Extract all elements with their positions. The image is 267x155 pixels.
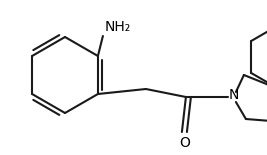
Text: NH₂: NH₂ — [105, 20, 131, 34]
Text: O: O — [179, 136, 190, 150]
Text: N: N — [229, 88, 239, 102]
